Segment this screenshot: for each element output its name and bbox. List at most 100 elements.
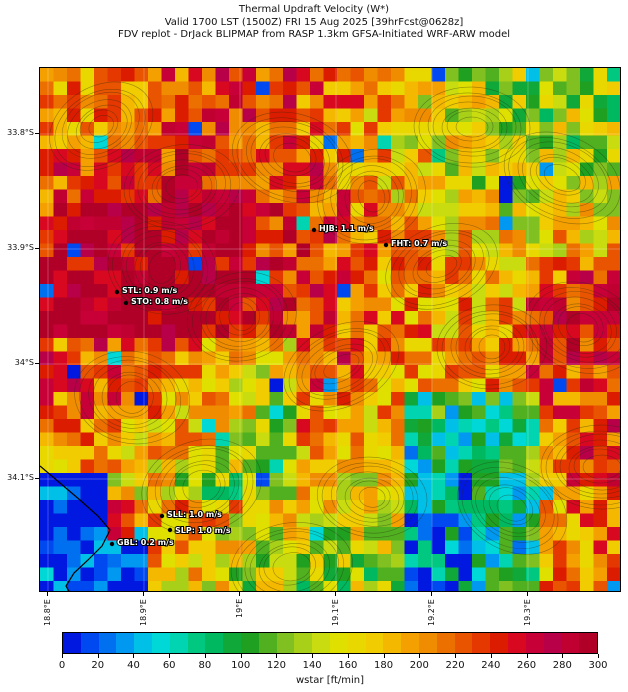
grid-cell (323, 95, 338, 109)
grid-cell (485, 527, 500, 541)
grid-cell (53, 459, 68, 474)
grid-cell (391, 500, 405, 514)
grid-cell (256, 284, 270, 298)
contour-line (522, 147, 599, 208)
grid-cell (310, 338, 324, 352)
grid-cell (148, 284, 162, 298)
grid-cell (121, 149, 135, 163)
grid-cell (67, 446, 81, 460)
station-stl[interactable]: STL: 0.9 m/s (114, 285, 179, 296)
grid-cell (148, 419, 162, 433)
forecast-map[interactable]: HJB: 1.1 m/s FHT: 0.7 m/s STL: 0.9 m/s S… (39, 67, 621, 592)
colorbar-segment (401, 633, 419, 653)
lon-tickmark-5 (431, 592, 432, 596)
grid-cell (539, 270, 554, 285)
grid-cell (431, 216, 446, 231)
grid-cell (621, 392, 622, 406)
grid-cell (148, 203, 162, 217)
contour-line (582, 454, 620, 480)
grid-cell (593, 203, 608, 217)
grid-cell (121, 459, 135, 474)
station-slp[interactable]: SLP: 1.0 m/s (167, 525, 232, 536)
grid-cell (350, 135, 365, 150)
grid-cell (499, 459, 513, 474)
lon-tickmark-6 (527, 592, 528, 596)
grid-cell (310, 459, 324, 474)
grid-cell (445, 473, 459, 487)
station-label-gbl: GBL: 0.2 m/s (117, 538, 174, 547)
grid-cell (283, 122, 297, 136)
grid-cell (621, 311, 622, 325)
colorbar-segment (418, 633, 437, 653)
station-sll[interactable]: SLL: 1.0 m/s (159, 509, 223, 520)
grid-cell (377, 486, 392, 501)
station-gbl[interactable]: GBL: 0.2 m/s (109, 537, 175, 548)
grid-cell (215, 581, 230, 591)
grid-cell (40, 81, 54, 96)
grid-cell (580, 243, 594, 258)
grid-cell (94, 68, 108, 82)
grid-cell (175, 432, 189, 447)
grid-cell (458, 135, 473, 150)
grid-cell (512, 459, 527, 474)
grid-cell (242, 500, 257, 514)
colorbar-tickmark (204, 654, 206, 658)
contour-line (49, 81, 154, 171)
grid-cell (323, 122, 338, 136)
station-hjb[interactable]: HJB: 1.1 m/s (311, 223, 375, 234)
grid-cell (283, 270, 297, 285)
grid-cell (121, 216, 135, 231)
grid-cell (215, 378, 230, 393)
grid-cell (526, 392, 540, 406)
grid-cell (94, 459, 108, 474)
grid-cell (80, 189, 95, 204)
grid-cell (553, 68, 567, 82)
grid-cell (256, 405, 270, 420)
contour-line (446, 110, 494, 142)
grid-cell (364, 189, 378, 204)
contour-line (568, 445, 620, 491)
grid-cell (526, 270, 540, 285)
grid-cell (242, 351, 257, 366)
grid-cell (499, 567, 513, 582)
grid-cell (121, 122, 135, 136)
grid-cell (134, 108, 149, 123)
grid-cell (323, 405, 338, 420)
grid-cell (269, 365, 284, 379)
grid-cell (215, 162, 230, 177)
grid-cell (526, 554, 540, 568)
colorbar-segment (134, 633, 152, 653)
station-fht[interactable]: FHT: 0.7 m/s (383, 238, 448, 249)
grid-cell (377, 270, 392, 285)
contour-line (335, 165, 404, 229)
grid-cell (404, 581, 419, 591)
grid-cell (607, 297, 620, 312)
grid-cell (404, 500, 419, 514)
grid-cell (566, 486, 581, 501)
grid-cell (458, 297, 473, 312)
grid-cell (161, 378, 176, 393)
grid-cell (256, 486, 270, 501)
grid-cell (296, 297, 311, 312)
grid-cell (431, 176, 446, 190)
contour-line (314, 348, 364, 385)
station-sto[interactable]: STO: 0.8 m/s (123, 296, 189, 307)
grid-cell (539, 473, 554, 487)
grid-cell (40, 540, 54, 555)
grid-cell (229, 500, 243, 514)
contour-line (112, 226, 208, 310)
grid-cell (377, 257, 392, 271)
grid-cell (202, 486, 216, 501)
grid-cell (188, 459, 203, 474)
grid-cell (566, 257, 581, 271)
grid-cell (80, 365, 95, 379)
grid-cell (53, 243, 68, 258)
grid-cell (229, 581, 243, 591)
grid-cell (256, 500, 270, 514)
grid-cell (458, 567, 473, 582)
grid-cell (526, 68, 540, 82)
grid-cell (202, 257, 216, 271)
grid-cell (337, 473, 351, 487)
grid-cell (67, 365, 81, 379)
grid-cell (350, 216, 365, 231)
